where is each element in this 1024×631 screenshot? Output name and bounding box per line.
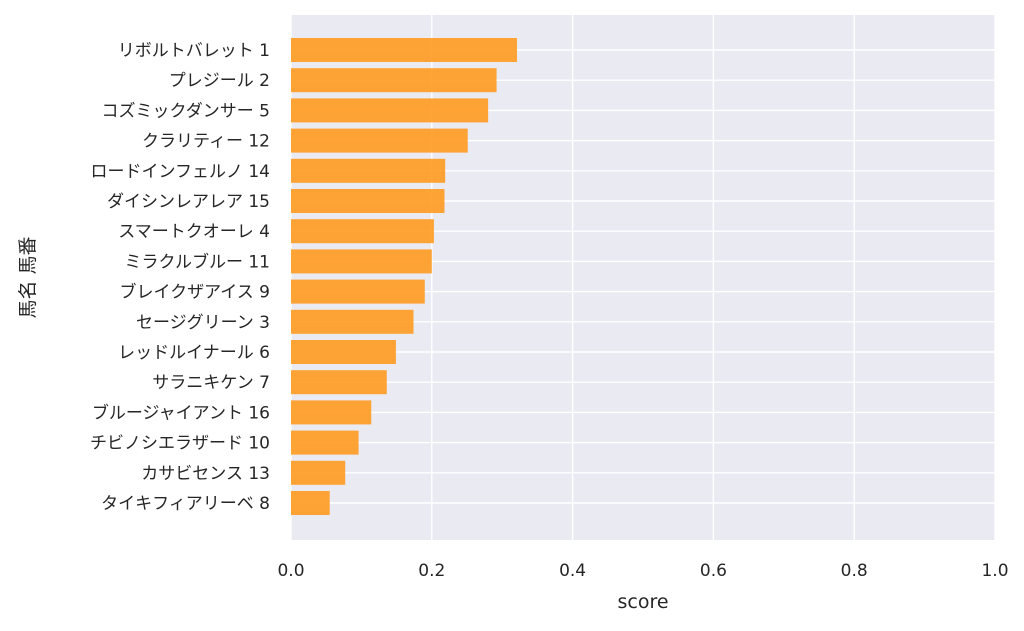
bar: [291, 68, 497, 93]
bars: [291, 38, 517, 515]
category-label: レッドルイナール 6: [118, 343, 270, 363]
x-tick-label: 1.0: [981, 561, 1008, 581]
x-tick-label: 0.6: [700, 561, 727, 581]
category-label: ロードインフェルノ 14: [90, 162, 270, 182]
x-axis-title: score: [617, 591, 668, 613]
category-label: カサビセンス 13: [141, 464, 270, 484]
x-tick-label: 0.8: [841, 561, 868, 581]
x-tick-labels: 0.0 0.2 0.4 0.6 0.8 1.0: [277, 561, 1008, 581]
bar: [291, 309, 414, 334]
category-label: スマートクオーレ 4: [118, 222, 270, 242]
bar: [291, 158, 446, 183]
bar: [291, 219, 434, 244]
category-label: ミラクルブルー 11: [124, 251, 270, 272]
category-label: チビノシエラザード 10: [90, 434, 270, 454]
bar: [291, 491, 330, 515]
x-tick-label: 0.4: [559, 561, 586, 581]
y-axis-title: 馬名 馬番: [17, 236, 39, 318]
plot-area: [291, 15, 995, 540]
category-label: クラリティー 12: [142, 132, 270, 152]
x-tick-label: 0.0: [277, 561, 304, 581]
bar: [291, 430, 359, 455]
category-label: ダイシンレアレア 15: [107, 192, 270, 212]
category-label: タイキフィアリーベ 8: [101, 494, 270, 514]
category-label: プレジール 2: [169, 71, 270, 91]
category-label: リボルトバレット 1: [118, 41, 270, 61]
bar: [291, 249, 432, 274]
bar: [291, 340, 396, 364]
category-label: コズミックダンサー 5: [101, 101, 270, 121]
bar: [291, 128, 468, 153]
bar: [291, 400, 372, 425]
category-label: セージグリーン 3: [136, 313, 270, 333]
bar: [291, 279, 425, 304]
bar: [291, 38, 517, 62]
category-label: ブレイクザアイス 9: [119, 282, 270, 303]
bar: [291, 370, 387, 395]
bar: [291, 460, 346, 485]
bar: [291, 189, 445, 213]
category-label: サラニキケン 7: [152, 373, 270, 393]
category-label: ブルージャイアント 16: [92, 402, 270, 423]
bar: [291, 98, 489, 123]
category-labels: リボルトバレット 1 プレジール 2 コズミックダンサー 5 クラリティー 12 ロード…: [90, 41, 270, 514]
x-tick-label: 0.2: [418, 561, 445, 581]
